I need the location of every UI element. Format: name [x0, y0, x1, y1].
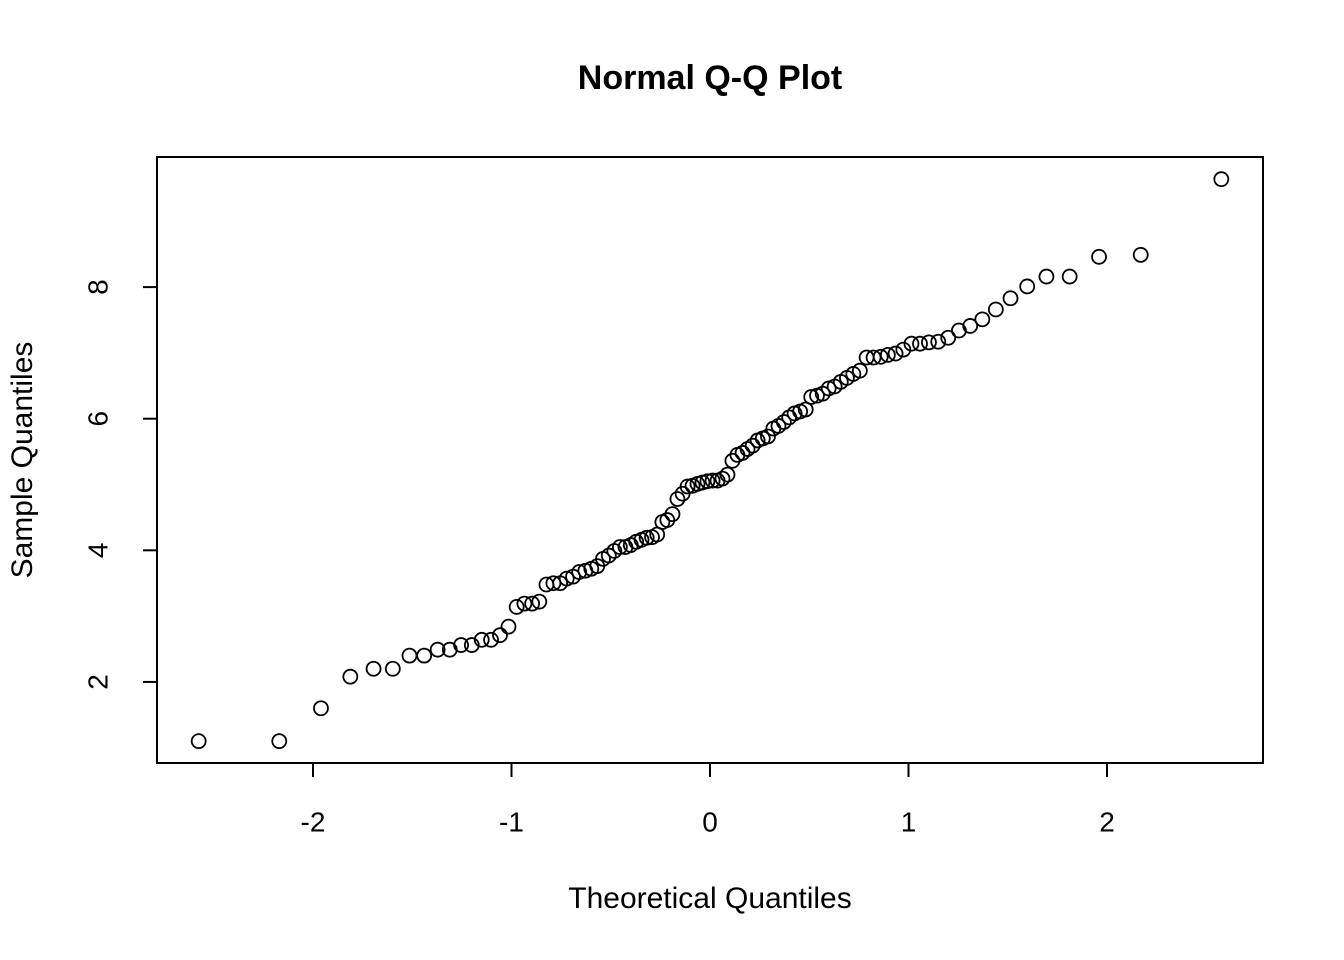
y-tick-label: 8	[82, 279, 113, 295]
point	[912, 335, 928, 352]
point	[851, 362, 868, 379]
y-tick-label: 6	[82, 411, 113, 427]
point	[384, 660, 401, 677]
point	[872, 348, 889, 365]
point	[473, 631, 490, 648]
point	[611, 539, 628, 555]
point	[895, 341, 912, 358]
point	[416, 647, 433, 664]
point	[524, 595, 541, 612]
point	[571, 564, 588, 580]
point	[879, 346, 896, 363]
point	[921, 334, 937, 351]
x-tick-label: 0	[702, 806, 718, 837]
point	[1213, 171, 1230, 188]
point	[638, 529, 655, 546]
point	[987, 301, 1004, 318]
point	[429, 641, 446, 658]
point	[1091, 248, 1107, 265]
x-axis-label: Theoretical Quantiles	[568, 882, 851, 915]
point	[190, 733, 207, 750]
point	[699, 473, 716, 490]
point	[1132, 246, 1149, 263]
point	[930, 333, 947, 350]
point	[342, 668, 359, 685]
point	[669, 491, 686, 507]
point	[803, 389, 820, 405]
point	[775, 414, 792, 430]
x-tick-label: 1	[901, 806, 917, 837]
point	[500, 618, 517, 635]
x-tick-label: 2	[1099, 806, 1115, 837]
y-tick-label: 4	[82, 543, 113, 559]
point	[508, 599, 525, 615]
point	[664, 506, 681, 523]
y-tick-label: 2	[82, 674, 113, 690]
point	[463, 637, 480, 653]
point	[719, 466, 736, 483]
point	[1002, 290, 1019, 307]
point	[492, 627, 508, 644]
point	[401, 647, 418, 664]
plot-frame	[156, 156, 1264, 764]
point	[714, 470, 731, 487]
chart-title: Normal Q-Q Plot	[578, 59, 842, 97]
point	[365, 660, 382, 677]
x-tick-label: -2	[301, 806, 326, 837]
y-axis-label: Sample Quantiles	[6, 342, 39, 579]
point	[962, 318, 979, 334]
point	[887, 345, 904, 362]
x-tick-label: -1	[499, 806, 524, 837]
point	[271, 733, 288, 750]
point	[1019, 278, 1036, 295]
point	[558, 570, 575, 587]
point	[313, 700, 329, 717]
point	[679, 478, 696, 495]
point	[1038, 268, 1055, 285]
point	[704, 472, 721, 489]
point	[974, 311, 991, 328]
point	[1061, 268, 1078, 285]
point	[600, 547, 617, 564]
point	[483, 631, 499, 648]
point	[760, 428, 776, 445]
point	[531, 593, 548, 610]
point	[940, 329, 957, 346]
point	[903, 335, 920, 352]
point	[516, 595, 533, 612]
point	[453, 637, 469, 653]
